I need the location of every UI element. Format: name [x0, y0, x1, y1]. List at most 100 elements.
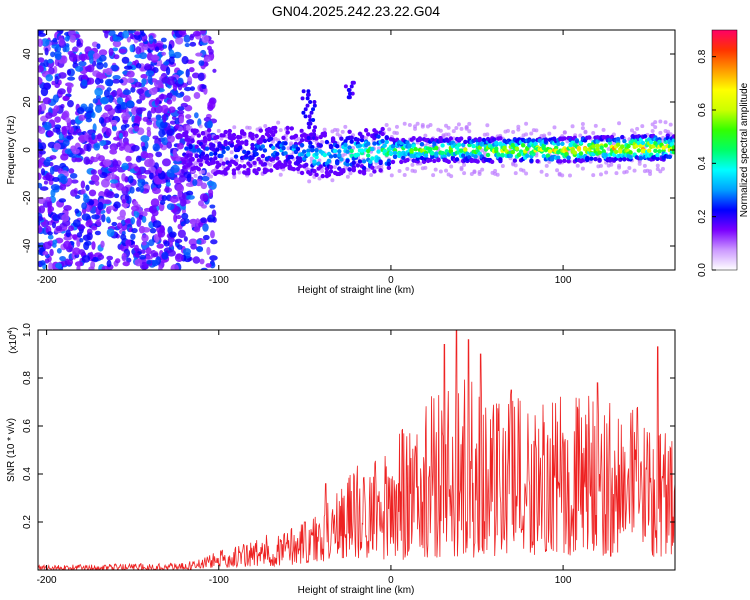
spectrogram-noise-cell: [181, 56, 189, 65]
spectrogram-signal-cell: [192, 148, 197, 153]
spectrogram-signal-cell: [611, 152, 617, 158]
spectrogram-noise-cell: [207, 45, 212, 51]
snr-y-tick-label: 0.8: [22, 371, 33, 385]
spectrogram-noise-cell: [150, 198, 160, 207]
spectrogram-halo-cell: [271, 139, 276, 144]
spectrogram-signal-cell: [322, 152, 328, 158]
spectrogram-noise-cell: [59, 255, 66, 262]
spectrogram-signal-cell: [359, 148, 365, 153]
spectrogram-signal-cell: [244, 141, 249, 147]
spectrogram-signal-cell: [306, 152, 311, 157]
spectrogram-halo-cell: [580, 126, 585, 131]
spectrogram-spur-cell: [308, 118, 313, 122]
spectrogram-noise-cell: [70, 189, 78, 197]
spectrogram-noise-cell: [96, 43, 101, 50]
spectrogram-signal-cell: [184, 133, 189, 139]
snr-y-axis-label: SNR (10 * v/v): [6, 418, 17, 482]
spectrogram-signal-cell: [233, 161, 239, 166]
spectrogram-noise-cell: [148, 239, 155, 247]
spectrogram-halo-cell: [413, 124, 418, 129]
spectrogram-noise-cell: [170, 264, 179, 270]
spectrogram-noise-cell: [124, 145, 131, 153]
spectrogram-spur-cell: [346, 88, 351, 92]
spectrogram-noise-cell: [91, 256, 99, 263]
spectrogram-noise-cell: [116, 88, 123, 97]
spectrogram-signal-cell: [366, 153, 371, 158]
spectrogram-noise-cell: [85, 117, 93, 123]
spectrogram-signal-cell: [411, 135, 416, 141]
spectrogram-signal-cell: [194, 128, 199, 134]
spectrogram-noise-cell: [149, 172, 154, 180]
snr-x-tick-label: -100: [209, 575, 229, 586]
spectrogram-signal-cell: [283, 151, 288, 156]
spectrogram-noise-cell: [124, 123, 130, 128]
spectrogram-halo-cell: [394, 124, 399, 129]
spectrogram-signal-cell: [221, 149, 226, 155]
spectrogram-halo-cell: [198, 124, 203, 129]
snr-y-multiplier: (x104): [7, 327, 19, 354]
spectrogram-noise-cell: [153, 233, 159, 242]
spectrogram-halo-cell: [544, 163, 549, 168]
spectrogram-halo-cell: [555, 168, 560, 173]
spectrogram-noise-cell: [147, 110, 152, 120]
colorbar-tick-label: 0.8: [697, 49, 708, 63]
spectrogram-noise-cell: [53, 142, 61, 151]
spectrogram-noise-cell: [183, 218, 190, 225]
spectrogram-noise-cell: [112, 47, 119, 52]
spectrogram-noise-cell: [44, 47, 49, 56]
spectrogram-x-ticks: -200 -100 0 100: [37, 30, 572, 286]
spectrogram-noise-cell: [143, 169, 152, 175]
spectrogram-signal-cell: [603, 152, 608, 158]
spectrogram-noise-cell: [81, 213, 91, 221]
spectrogram-noise-cell: [200, 182, 208, 190]
spectrogram-noise-cell: [43, 82, 52, 90]
spectrogram-signal-cell: [649, 139, 654, 145]
spectrogram-halo-cell: [322, 127, 327, 132]
spectrogram-signal-cell: [184, 130, 189, 135]
spectrogram-signal-cell: [188, 161, 193, 166]
spectrogram-signal-cell: [485, 152, 491, 158]
spectrogram-noise-cell: [145, 70, 155, 77]
spectrogram-noise-cell: [38, 108, 41, 116]
snr-x-tick-label: 0: [388, 575, 394, 586]
spectrogram-noise-cell: [56, 248, 62, 254]
spectrogram-noise-cell: [189, 41, 197, 47]
spectrogram-noise-cell: [66, 135, 74, 140]
spectrogram-halo-cell: [309, 156, 314, 161]
spectrogram-noise-cell: [110, 64, 119, 72]
spectrogram-halo-cell: [632, 168, 637, 173]
spectrogram-noise-cell: [108, 47, 114, 56]
spectrogram-noise-cell: [38, 126, 46, 135]
spectrogram-signal-cell: [349, 139, 354, 144]
spectrogram-spur-cell: [309, 132, 314, 137]
snr-multiplier-prefix: (x10: [8, 334, 19, 354]
spectrogram-noise-cell: [162, 114, 167, 123]
spectrogram-spur-cell: [343, 84, 348, 89]
spectrogram-noise-cell: [38, 38, 43, 48]
spectrogram-noise-cell: [207, 40, 215, 45]
spectrogram-noise-cell: [78, 114, 86, 121]
spectrogram-halo-cell: [575, 163, 580, 168]
spectrogram-signal-cell: [545, 153, 551, 158]
spectrogram-y-tick-label: -40: [22, 238, 33, 253]
spectrogram-halo-cell: [637, 161, 642, 166]
spectrogram-signal-cell: [328, 164, 334, 170]
spectrogram-noise-cell: [181, 212, 189, 220]
spectrogram-noise-cell: [110, 146, 116, 155]
spectrogram-signal-cell: [351, 166, 356, 172]
spectrogram-noise-cell: [43, 180, 49, 185]
spectrogram-noise-cell: [180, 221, 185, 227]
spectrogram-noise-cell: [155, 151, 163, 158]
spectrogram-noise-cell: [122, 261, 130, 267]
spectrogram-noise-cell: [51, 80, 56, 86]
spectrogram-signal-cell: [440, 143, 445, 148]
spectrogram-spur-cell: [349, 84, 354, 89]
spectrogram-signal-cell: [378, 168, 383, 173]
spectrogram-noise-cell: [116, 103, 121, 110]
spectrogram-noise-cell: [52, 37, 58, 43]
spectrogram-noise-cell: [60, 55, 68, 64]
spectrogram-signal-cell: [355, 163, 361, 168]
spectrogram-noise-cell: [178, 116, 185, 124]
spectrogram-signal-cell: [297, 156, 303, 161]
spectrogram-halo-cell: [402, 121, 407, 126]
